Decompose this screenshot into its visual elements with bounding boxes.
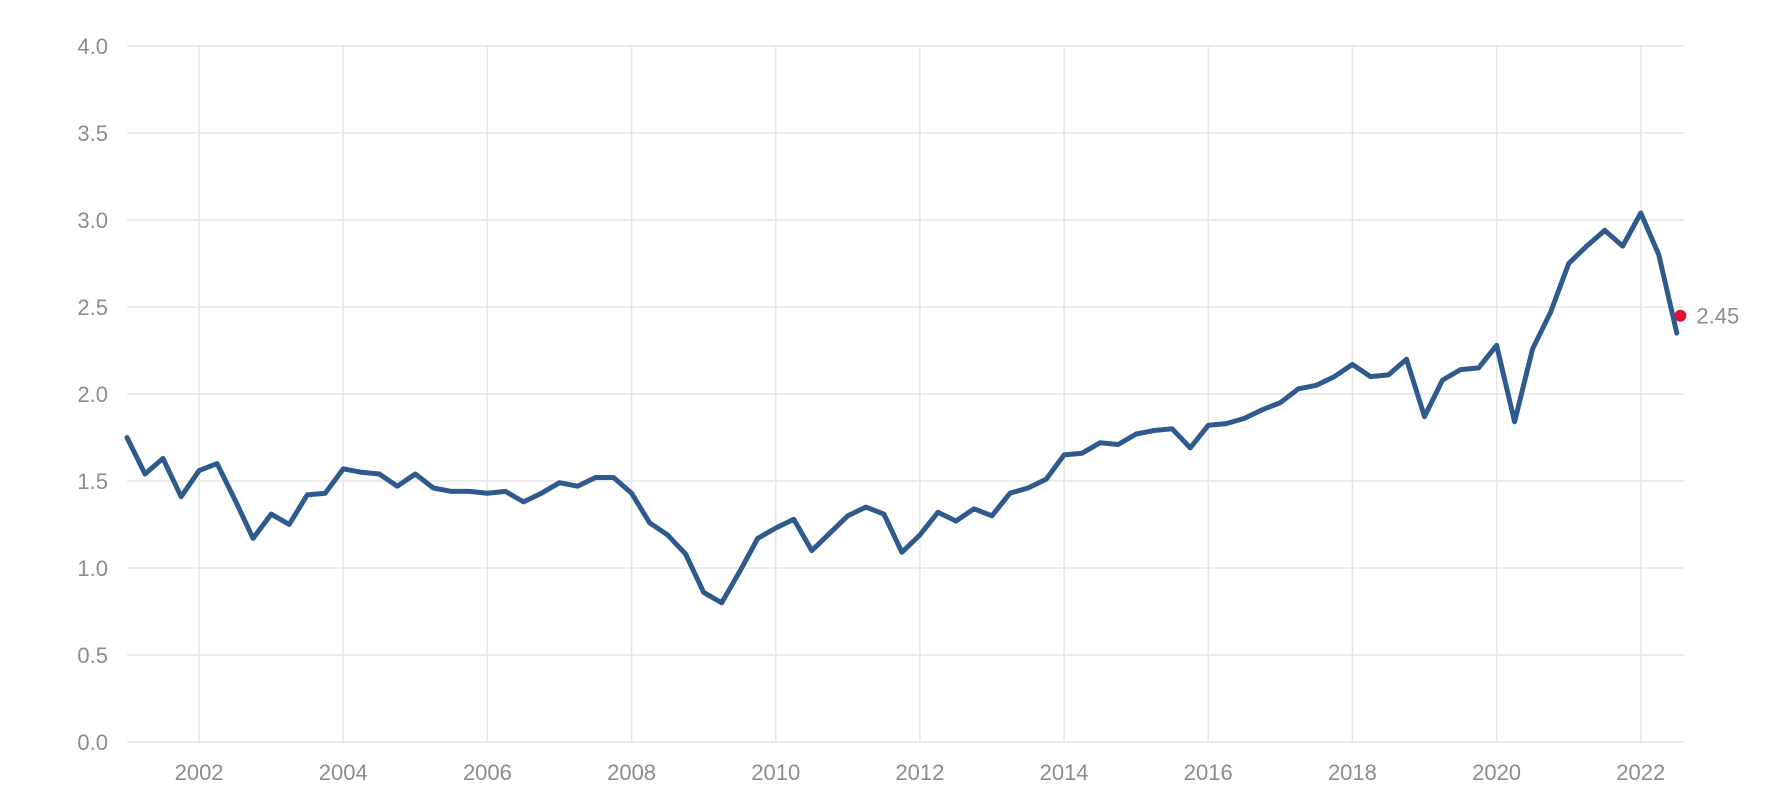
last-value-marker bbox=[1674, 309, 1687, 322]
grid-lines bbox=[127, 45, 1684, 743]
x-tick-label: 2004 bbox=[319, 760, 368, 785]
y-axis-ticks: 0.0 0.5 1.0 1.5 2.0 2.5 3.0 3.5 4.0 bbox=[77, 34, 108, 755]
x-tick-label: 2016 bbox=[1184, 760, 1233, 785]
y-tick-label: 0.0 bbox=[77, 730, 108, 755]
y-tick-label: 2.5 bbox=[77, 295, 108, 320]
y-tick-label: 0.5 bbox=[77, 643, 108, 668]
x-tick-label: 2014 bbox=[1040, 760, 1089, 785]
y-tick-label: 3.5 bbox=[77, 121, 108, 146]
x-tick-label: 2012 bbox=[895, 760, 944, 785]
x-axis-ticks: 2002 2004 2006 2008 2010 2012 2014 2016 2018 2020… bbox=[175, 760, 1666, 785]
y-tick-label: 3.0 bbox=[77, 208, 108, 233]
x-tick-label: 2020 bbox=[1472, 760, 1521, 785]
x-tick-label: 2010 bbox=[751, 760, 800, 785]
x-tick-label: 2018 bbox=[1328, 760, 1377, 785]
last-value-label: 2.45 bbox=[1696, 304, 1739, 329]
y-tick-label: 1.5 bbox=[77, 469, 108, 494]
y-tick-label: 1.0 bbox=[77, 556, 108, 581]
y-tick-label: 4.0 bbox=[77, 34, 108, 59]
x-tick-label: 2008 bbox=[607, 760, 656, 785]
y-tick-label: 2.0 bbox=[77, 382, 108, 407]
x-tick-label: 2022 bbox=[1616, 760, 1665, 785]
series-line bbox=[124, 210, 1680, 606]
x-tick-label: 2002 bbox=[175, 760, 224, 785]
x-tick-label: 2006 bbox=[463, 760, 512, 785]
